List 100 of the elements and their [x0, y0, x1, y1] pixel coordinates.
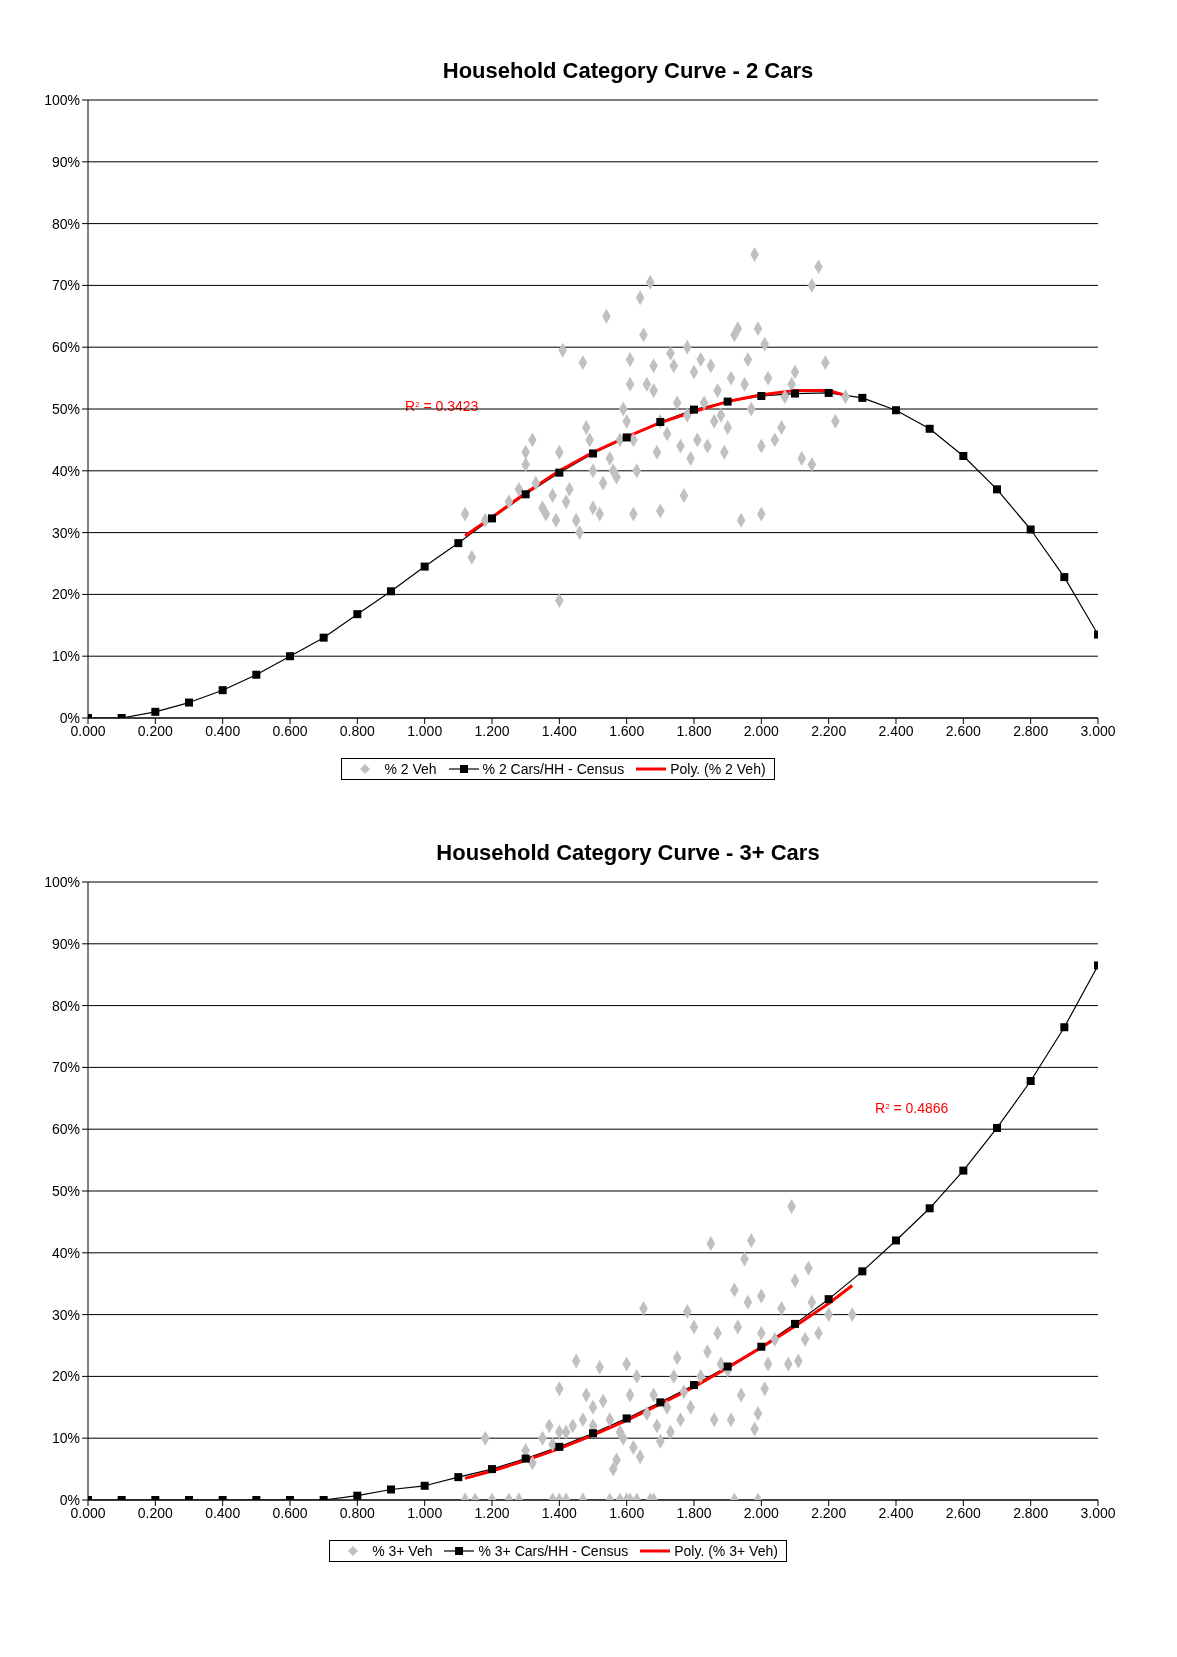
point: [959, 1166, 968, 1175]
y-tick-label: 40%: [51, 462, 80, 479]
x-tick-label: 0.400: [205, 1504, 241, 1521]
point: [757, 392, 766, 401]
y-tick-label: 20%: [51, 586, 80, 603]
x-tick-label: 1.200: [474, 1504, 510, 1521]
x-tick-label: 0.800: [339, 722, 376, 739]
point: [387, 1485, 395, 1494]
point: [218, 686, 227, 695]
y-tick-label: 50%: [51, 400, 80, 417]
legend-label: % 3+ Veh: [372, 1543, 433, 1559]
point: [824, 1295, 833, 1304]
y-tick-label: 70%: [51, 277, 80, 294]
point: [892, 1236, 900, 1245]
chart-title: Household Category Curve - 2 Cars: [441, 57, 815, 85]
x-tick-label: 1.400: [541, 1504, 578, 1521]
point: [925, 1204, 934, 1213]
point: [622, 1414, 631, 1423]
point: [454, 539, 463, 548]
x-tick-label: 2.800: [1013, 722, 1049, 739]
y-tick-label: 100%: [44, 873, 80, 890]
y-tick-label: 30%: [51, 524, 80, 541]
legend-label: % 2 Veh: [384, 761, 437, 777]
point: [791, 389, 799, 398]
x-tick-label: 2.400: [878, 722, 914, 739]
x-tick-label: 1.800: [676, 1504, 712, 1521]
x-tick-label: 2.600: [945, 722, 982, 739]
point: [925, 424, 934, 433]
y-tick-label: 80%: [51, 997, 80, 1014]
y-tick-label: 60%: [51, 339, 80, 356]
y-tick-label: 40%: [51, 1244, 80, 1261]
point: [353, 610, 362, 619]
x-tick-label: 2.800: [1013, 1504, 1049, 1521]
point: [420, 1481, 429, 1490]
point: [1060, 1023, 1069, 1032]
annotation: R$^{2}$ = 0.4866: [875, 1100, 949, 1116]
point: [252, 670, 261, 679]
chart-title: Household Category Curve - 3+ Cars: [435, 839, 821, 867]
point: [185, 698, 193, 707]
y-tick-label: 10%: [51, 1430, 80, 1447]
y-tick-label: 80%: [51, 215, 80, 232]
x-tick-label: 0.600: [272, 722, 308, 739]
legend-label: Poly. (% 3+ Veh): [674, 1543, 778, 1559]
point: [555, 468, 564, 477]
legend-label: % 2 Cars/HH - Census: [482, 761, 625, 777]
y-tick-label: 10%: [51, 648, 80, 665]
point: [858, 1267, 867, 1276]
point: [488, 1465, 496, 1474]
point: [521, 1454, 530, 1463]
point: [589, 1429, 597, 1438]
y-tick-label: 20%: [51, 1368, 80, 1385]
point: [723, 397, 732, 406]
point: [656, 417, 665, 426]
point: [488, 514, 496, 523]
x-tick-label: 1.600: [609, 722, 645, 739]
y-tick-label: 50%: [51, 1182, 80, 1199]
annotation: R$^{2}$ = 0.3423: [405, 398, 479, 414]
y-tick-label: 30%: [51, 1306, 80, 1323]
y-tick-label: 70%: [51, 1059, 80, 1076]
legend-label: Poly. (% 2 Veh): [670, 761, 766, 777]
point: [959, 451, 968, 460]
x-tick-label: 2.200: [811, 722, 847, 739]
x-tick-label: 2.600: [945, 1504, 982, 1521]
point: [690, 405, 698, 414]
x-tick-label: 2.200: [811, 1504, 847, 1521]
x-tick-label: 3.000: [1080, 722, 1116, 739]
point: [454, 1473, 463, 1482]
y-tick-label: 100%: [44, 91, 80, 108]
point: [589, 449, 597, 458]
point: [387, 587, 395, 596]
legend-label: % 3+ Cars/HH - Census: [478, 1543, 629, 1559]
point: [622, 433, 631, 442]
point: [656, 1398, 665, 1407]
x-tick-label: 0.800: [339, 1504, 376, 1521]
point: [353, 1491, 362, 1500]
point: [151, 707, 160, 716]
y-tick-label: 90%: [51, 153, 80, 170]
point: [824, 388, 833, 397]
point: [757, 1342, 766, 1351]
point: [1060, 573, 1069, 582]
point: [993, 485, 1001, 494]
x-tick-label: 2.000: [743, 722, 780, 739]
x-tick-label: 0.600: [272, 1504, 308, 1521]
x-tick-label: 1.200: [474, 722, 510, 739]
y-tick-label: 60%: [51, 1121, 80, 1138]
point: [791, 1319, 799, 1328]
x-tick-label: 0.400: [205, 722, 241, 739]
point: [1026, 525, 1035, 534]
x-tick-label: 1.800: [676, 722, 712, 739]
point: [858, 393, 867, 402]
y-tick-label: 90%: [51, 935, 80, 952]
point: [993, 1123, 1001, 1132]
x-tick-label: 2.000: [743, 1504, 780, 1521]
x-tick-label: 2.400: [878, 1504, 914, 1521]
point: [521, 490, 530, 499]
point: [690, 1381, 698, 1390]
x-tick-label: 0.200: [137, 722, 174, 739]
point: [420, 562, 429, 571]
point: [892, 406, 900, 415]
point: [1026, 1077, 1035, 1085]
